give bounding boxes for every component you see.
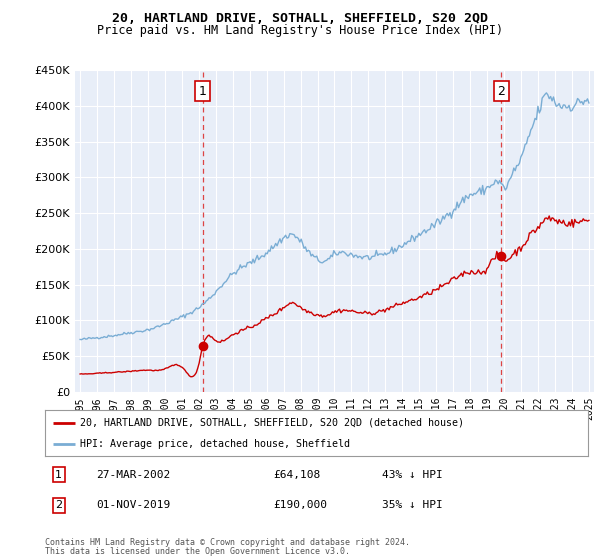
Text: 43% ↓ HPI: 43% ↓ HPI — [382, 470, 442, 479]
Text: 1: 1 — [199, 85, 206, 98]
Text: £190,000: £190,000 — [273, 501, 327, 510]
Text: 20, HARTLAND DRIVE, SOTHALL, SHEFFIELD, S20 2QD (detached house): 20, HARTLAND DRIVE, SOTHALL, SHEFFIELD, … — [80, 418, 464, 428]
Text: 1: 1 — [55, 470, 62, 479]
Text: 35% ↓ HPI: 35% ↓ HPI — [382, 501, 442, 510]
Text: Contains HM Land Registry data © Crown copyright and database right 2024.: Contains HM Land Registry data © Crown c… — [45, 538, 410, 547]
Text: 20, HARTLAND DRIVE, SOTHALL, SHEFFIELD, S20 2QD: 20, HARTLAND DRIVE, SOTHALL, SHEFFIELD, … — [112, 12, 488, 25]
Text: This data is licensed under the Open Government Licence v3.0.: This data is licensed under the Open Gov… — [45, 547, 350, 556]
Text: HPI: Average price, detached house, Sheffield: HPI: Average price, detached house, Shef… — [80, 439, 350, 449]
Text: £64,108: £64,108 — [273, 470, 320, 479]
Text: 2: 2 — [497, 85, 505, 98]
Text: Price paid vs. HM Land Registry's House Price Index (HPI): Price paid vs. HM Land Registry's House … — [97, 24, 503, 37]
Text: 01-NOV-2019: 01-NOV-2019 — [97, 501, 171, 510]
Text: 2: 2 — [55, 501, 62, 510]
Text: 27-MAR-2002: 27-MAR-2002 — [97, 470, 171, 479]
